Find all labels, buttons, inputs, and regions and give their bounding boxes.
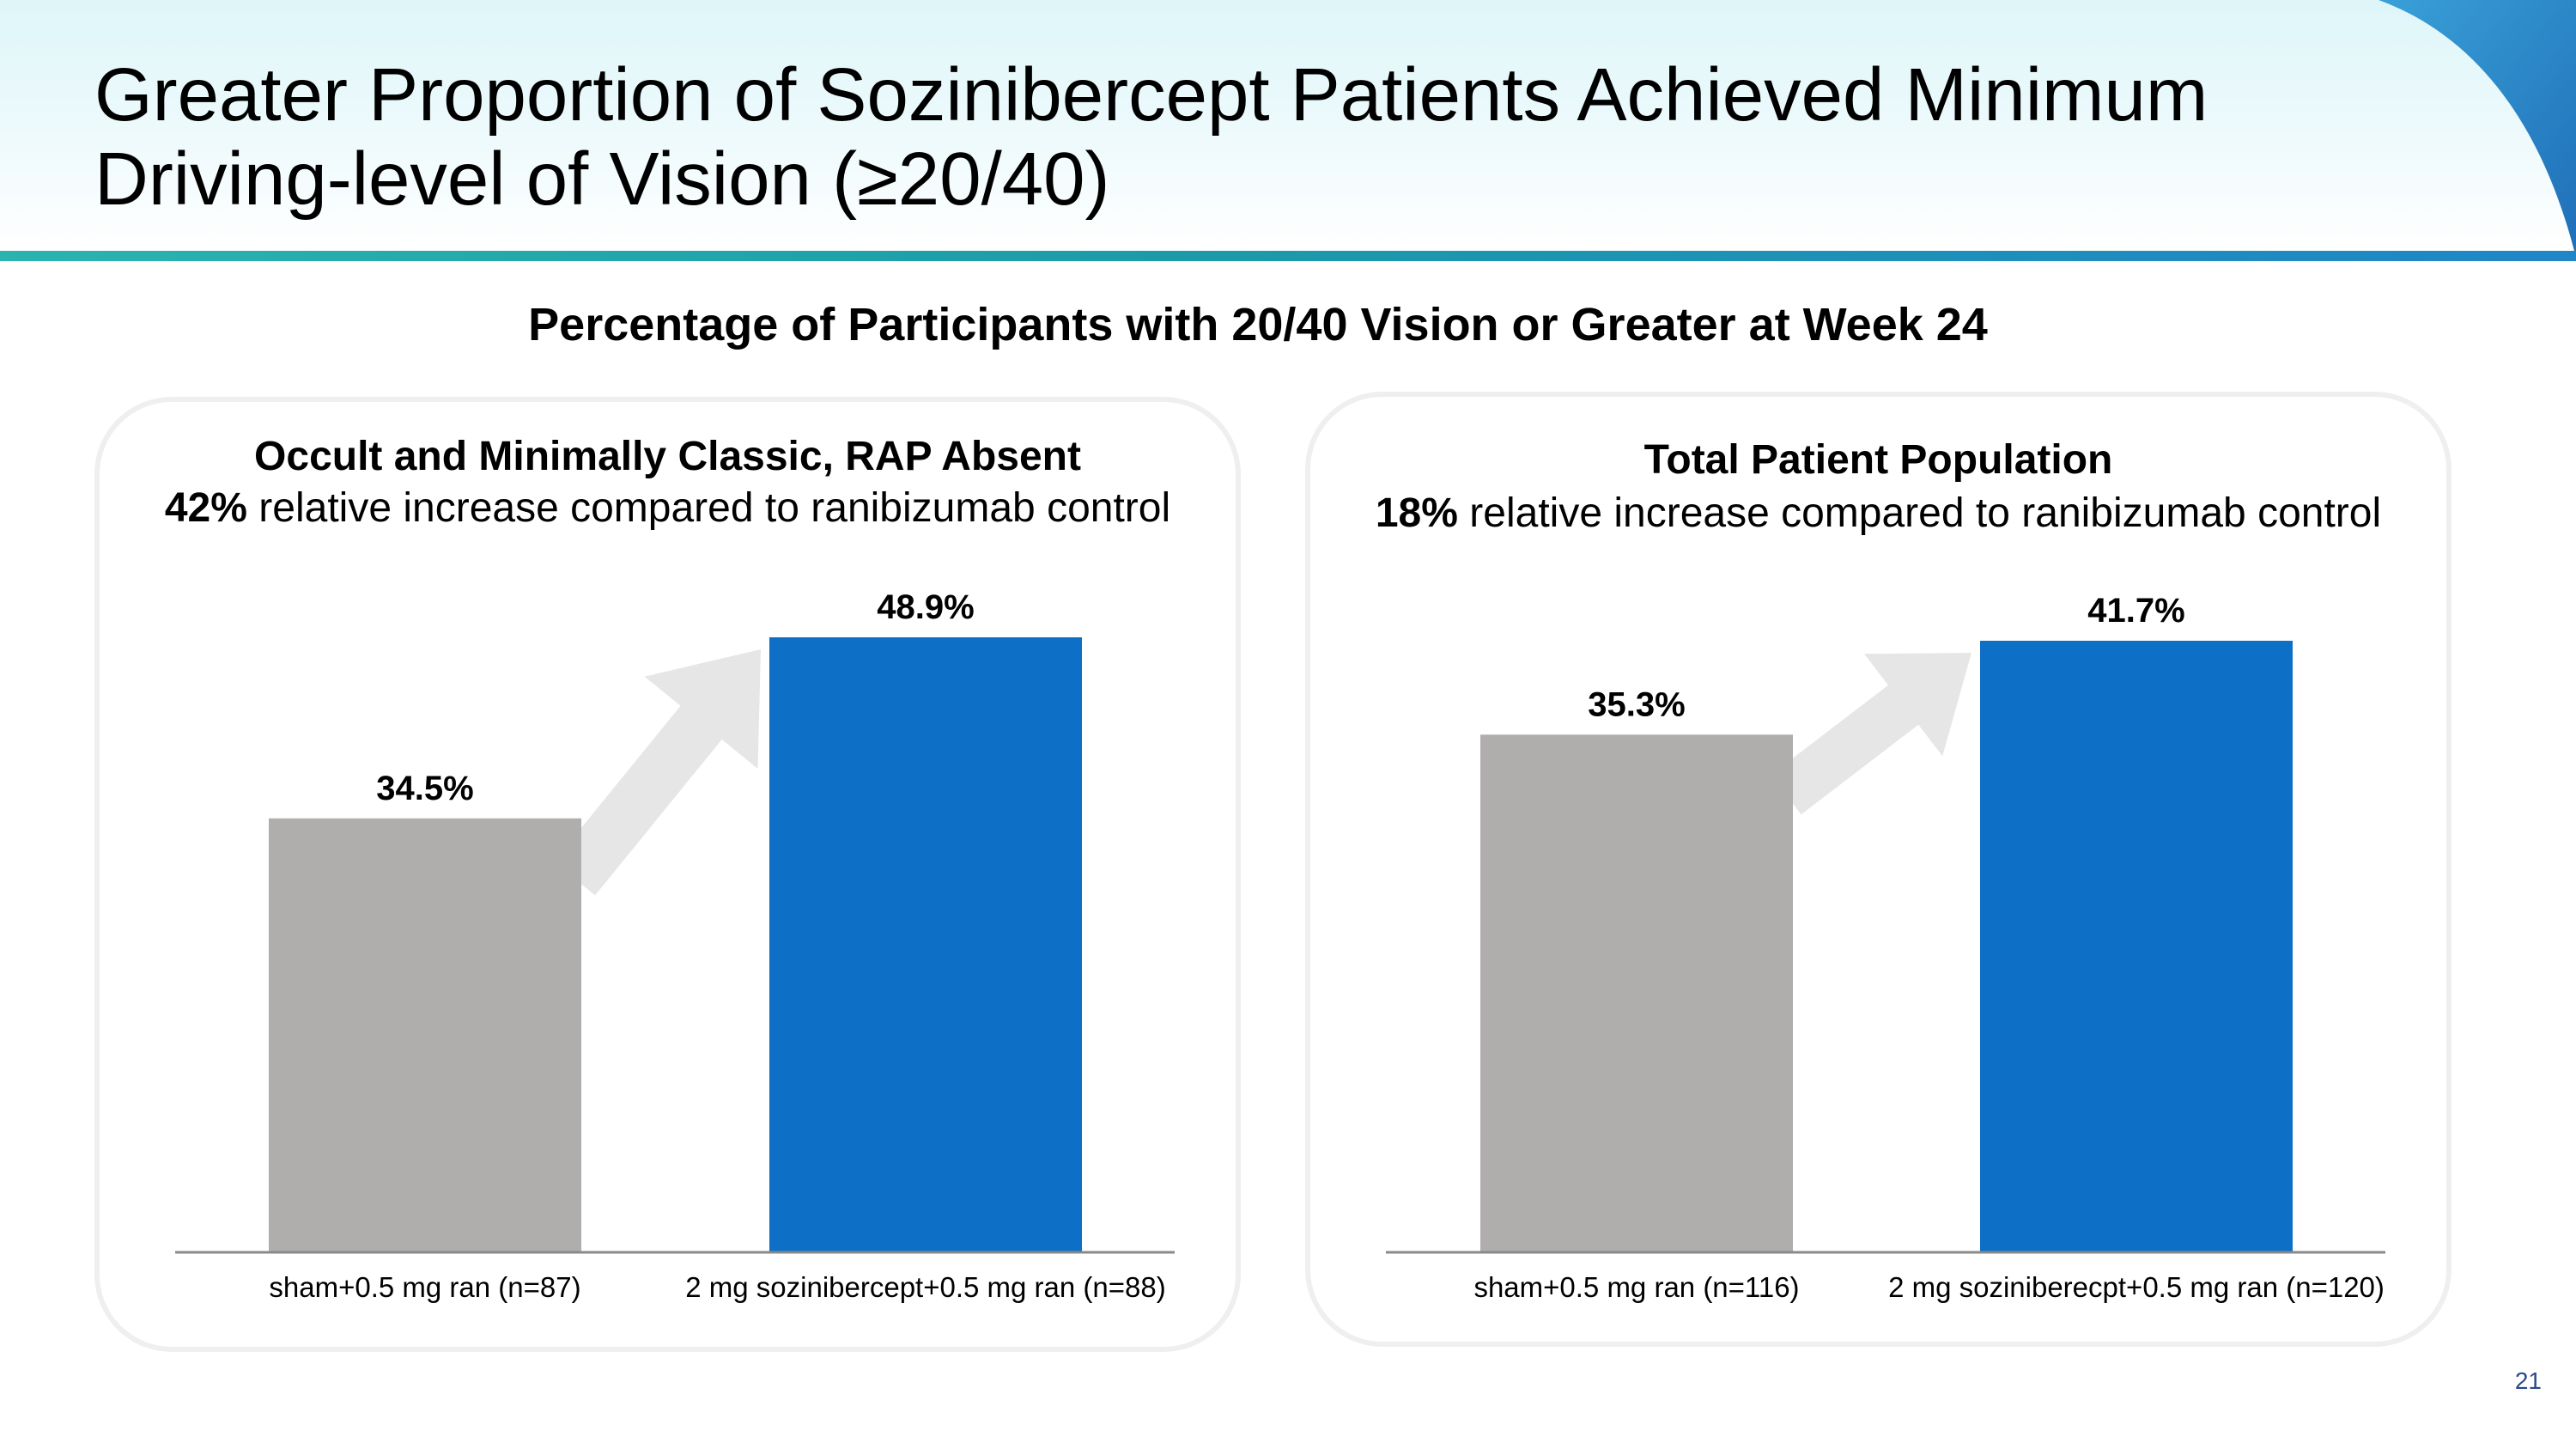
category-label: sham+0.5 mg ran (n=87) (269, 1271, 580, 1303)
panel-subtitle: 42% relative increase compared to ranibi… (100, 484, 1236, 532)
panel-title: Occult and Minimally Classic, RAP Absent (254, 434, 1081, 479)
panel-title: Total Patient Population (1643, 437, 2113, 483)
chart-2: 35.3% sham+0.5 mg ran (n=116) 41.7% 2 mg so… (1386, 592, 2385, 1303)
bar-value-label: 35.3% (1588, 685, 1685, 723)
slide-title: Greater Proportion of Sozinibercept Pati… (94, 53, 2208, 221)
bar-value-label: 41.7% (2087, 592, 2184, 630)
bar-value-label: 34.5% (376, 770, 473, 807)
header-accent-rule (0, 251, 2576, 261)
bar-control (1480, 734, 1793, 1252)
header-swoosh-graphic (2379, 0, 2576, 258)
relative-increase-text: relative increase compared to ranibizuma… (1457, 490, 2382, 536)
relative-increase-value: 42% (164, 485, 247, 531)
chart-1: 34.5% sham+0.5 mg ran (n=87) 48.9% 2 mg soz… (175, 588, 1175, 1303)
category-label: 2 mg soziniberecpt+0.5 mg ran (n=120) (1888, 1271, 2385, 1303)
trend-arrow-icon (1771, 653, 1971, 815)
bar-sozinibercept (1980, 641, 2293, 1252)
header-band (0, 0, 2576, 251)
category-label: 2 mg sozinibercept+0.5 mg ran (n=88) (685, 1271, 1165, 1303)
trend-arrow-icon (553, 649, 761, 896)
bar-control (269, 818, 581, 1252)
bar-value-label: 48.9% (877, 588, 974, 626)
bar-sozinibercept (769, 637, 1082, 1252)
category-label: sham+0.5 mg ran (n=116) (1473, 1271, 1799, 1303)
page-number: 21 (2514, 1367, 2542, 1394)
relative-increase-text: relative increase compared to ranibizuma… (246, 485, 1171, 531)
relative-increase-value: 18% (1375, 490, 1458, 536)
chart-heading: Percentage of Participants with 20/40 Vi… (528, 299, 1988, 350)
panel-subtitle: 18% relative increase compared to ranibi… (1310, 490, 2446, 537)
